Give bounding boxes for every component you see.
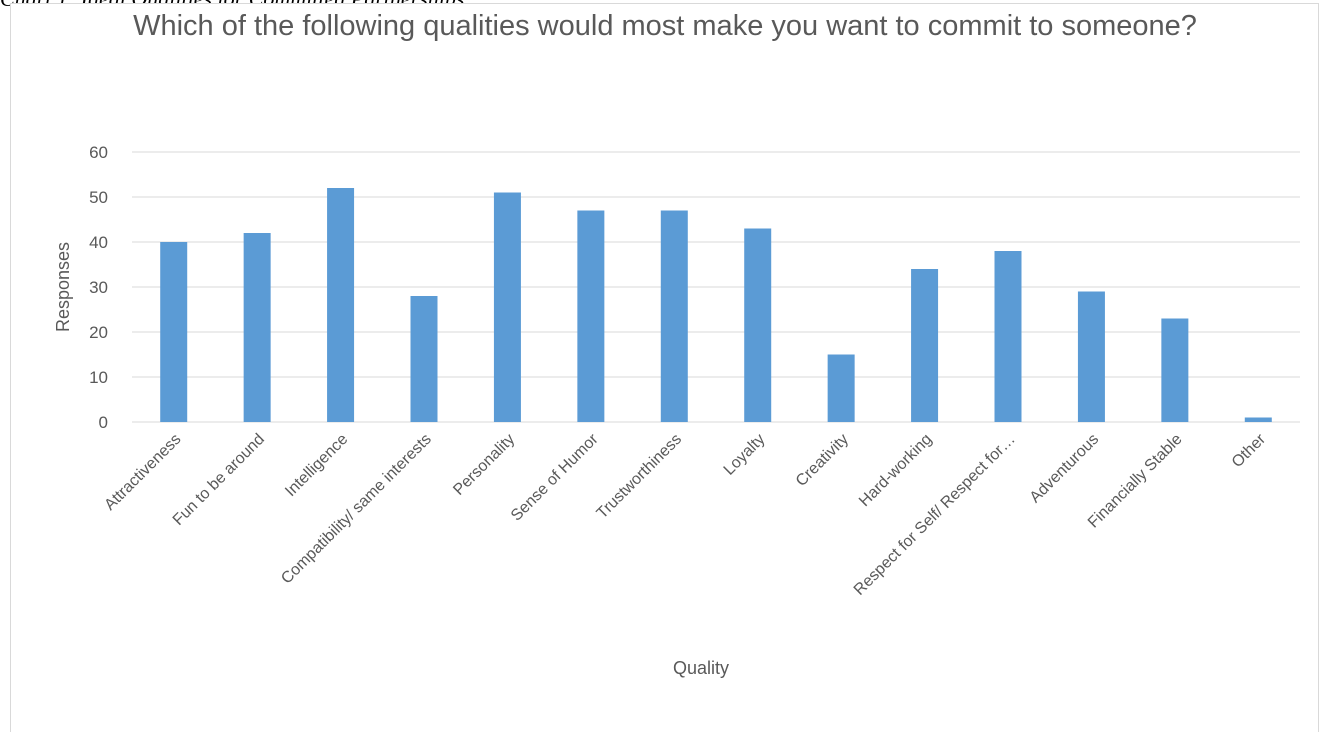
bar [410,296,438,422]
bar [911,269,939,422]
bar [660,210,688,422]
bar [827,354,855,422]
x-category-label: Loyalty [721,431,769,479]
bar [994,251,1022,422]
gridlines [132,151,1300,423]
bar [744,228,772,422]
x-category-label: Sense of Humor [508,430,602,524]
x-category-label: Creativity [793,431,852,490]
x-category-label: Compatibility/ same interests [278,431,435,588]
x-category-label: Fun to be around [170,431,268,529]
x-axis-title: Quality [673,658,729,678]
x-category-label: Financially Stable [1085,431,1186,532]
y-tick-label: 60 [89,143,108,162]
y-tick-label: 50 [89,188,108,207]
bar [160,242,188,422]
y-tick-label: 40 [89,233,108,252]
x-category-label: Personality [450,431,518,499]
x-category-label: Respect for Self/ Respect for… [851,431,1019,599]
x-category-label: Attractiveness [101,431,184,514]
bar [1077,291,1105,422]
y-tick-label: 0 [99,413,108,432]
x-category-label: Hard-working [856,431,935,510]
bar [1161,318,1189,422]
x-category-label: Other [1229,430,1270,471]
bar [243,233,271,422]
y-tick-label: 10 [89,368,108,387]
y-axis-ticks: 0 10 20 30 40 50 60 [89,143,108,432]
x-category-label: Intelligence [282,431,351,500]
bar [577,210,605,422]
bar [327,188,355,422]
y-axis-title: Responses [53,242,73,332]
bars [160,188,1272,422]
bar [493,192,521,422]
x-category-label: Adventurous [1027,431,1103,507]
bar [1244,417,1272,422]
y-tick-label: 20 [89,323,108,342]
y-tick-label: 30 [89,278,108,297]
chart-title: Which of the following qualities would m… [133,10,1197,42]
x-category-label: Trustworthiness [594,431,685,522]
